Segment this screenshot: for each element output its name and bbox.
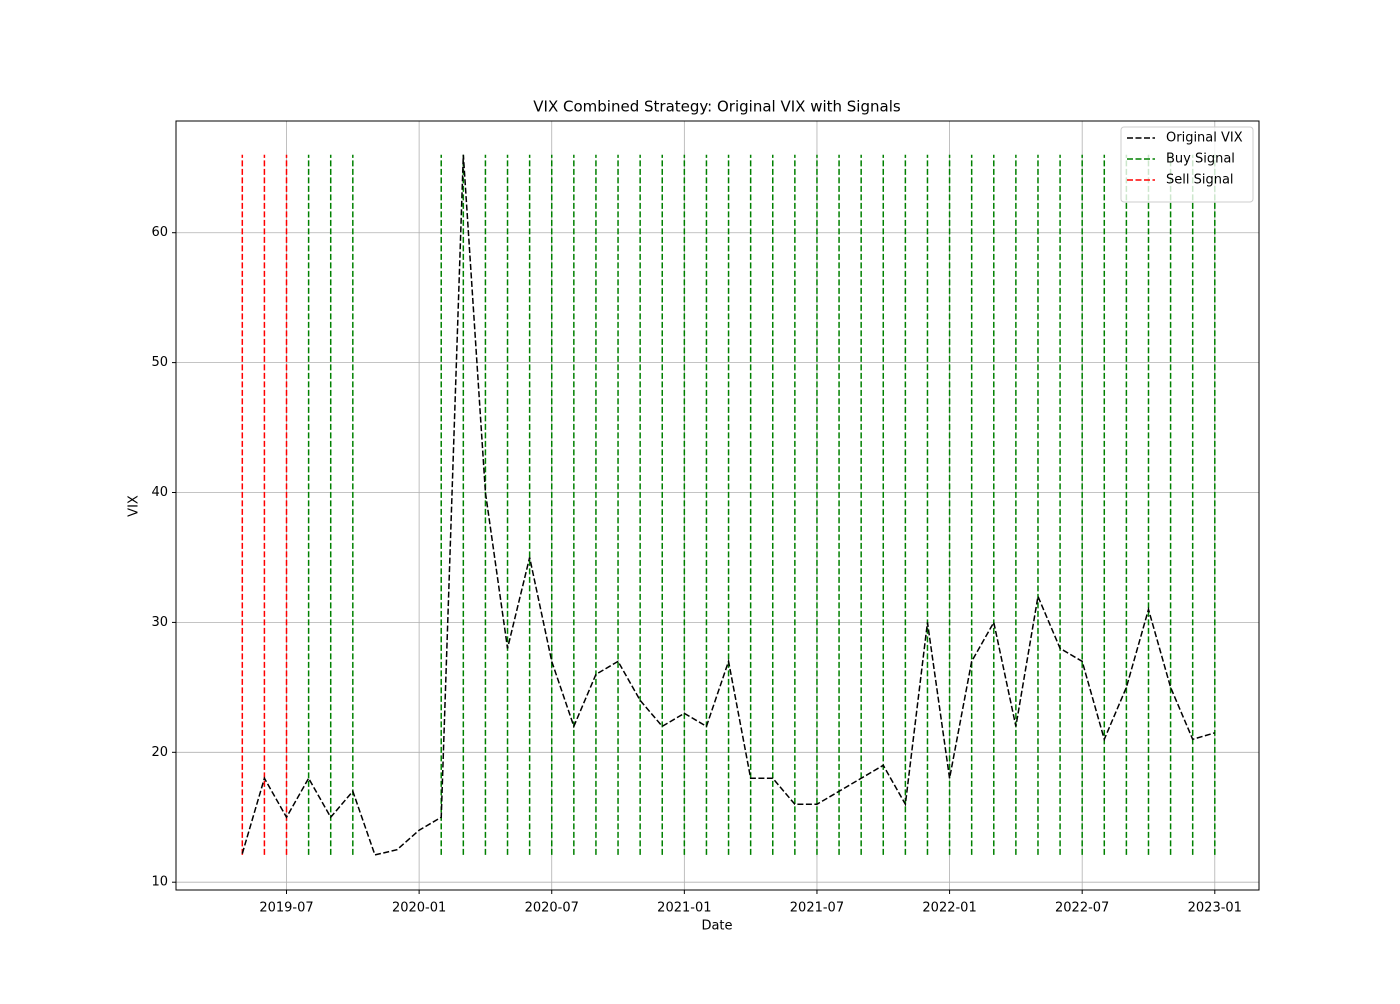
x-tick-label: 2023-01 (1188, 901, 1242, 916)
plot-frame (175, 120, 1260, 891)
legend-label: Sell Signal (1166, 173, 1234, 188)
x-tick-label: 2020-07 (525, 901, 579, 916)
x-tick-label: 2021-07 (790, 901, 844, 916)
x-tick-label: 2019-07 (259, 901, 313, 916)
legend-box (1120, 126, 1254, 203)
y-axis-label: VIX (127, 495, 142, 517)
x-tick-label: 2021-01 (657, 901, 711, 916)
y-tick-label: 60 (151, 225, 168, 240)
chart-title: VIX Combined Strategy: Original VIX with… (533, 98, 901, 116)
data-line (241, 154, 1216, 856)
y-tick-label: 50 (151, 355, 168, 370)
legend-label: Original VIX (1166, 131, 1243, 146)
x-tick-label: 2022-07 (1055, 901, 1109, 916)
y-tick-label: 30 (151, 615, 168, 630)
legend-label: Buy Signal (1166, 152, 1235, 167)
y-tick-label: 10 (151, 875, 168, 890)
y-tick-label: 40 (151, 485, 168, 500)
x-tick-label: 2022-01 (922, 901, 976, 916)
x-tick-label: 2020-01 (392, 901, 446, 916)
y-tick-label: 20 (151, 745, 168, 760)
x-axis-label: Date (701, 919, 732, 934)
